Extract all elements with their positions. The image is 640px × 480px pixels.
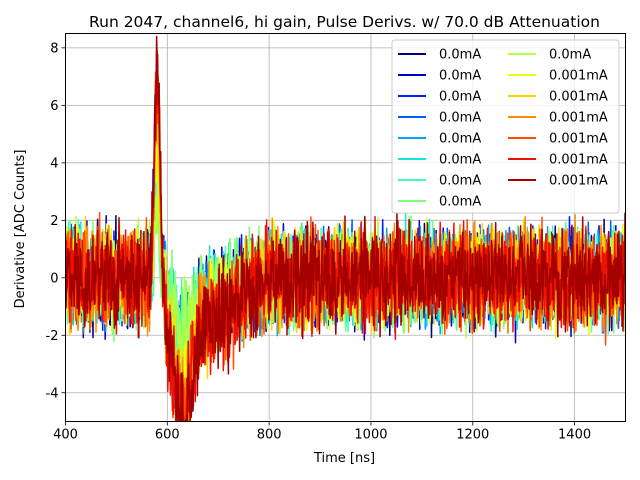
legend-label: 0.001mA bbox=[549, 174, 608, 189]
x-tick-label: 400 bbox=[53, 428, 78, 443]
legend-label: 0.001mA bbox=[549, 69, 608, 84]
legend-label: 0.0mA bbox=[439, 111, 481, 126]
x-tick-label: 1000 bbox=[354, 428, 387, 443]
legend-label: 0.0mA bbox=[439, 174, 481, 189]
chart-title: Run 2047, channel6, hi gain, Pulse Deriv… bbox=[89, 13, 600, 31]
legend: 0.0mA 0.0mA 0.0mA 0.0mA 0.0mA 0.0mA 0.0mA 0.0mA… bbox=[391, 39, 620, 214]
plot-frame bbox=[65, 33, 626, 422]
series-line bbox=[65, 35, 626, 422]
x-tick-label: 1400 bbox=[558, 428, 591, 443]
y-tick-label: 8 bbox=[50, 41, 58, 56]
x-axis: 400 600 800 1000 1200 1400 bbox=[53, 421, 591, 443]
series-group bbox=[65, 35, 626, 422]
x-tick-label: 800 bbox=[257, 428, 282, 443]
y-tick-label: 6 bbox=[50, 99, 58, 114]
legend-label: 0.001mA bbox=[549, 132, 608, 147]
legend-label: 0.001mA bbox=[549, 90, 608, 105]
x-tick-label: 600 bbox=[155, 428, 180, 443]
legend-label: 0.001mA bbox=[549, 111, 608, 126]
legend-label: 0.0mA bbox=[549, 48, 591, 63]
y-tick-label: 2 bbox=[50, 214, 58, 229]
y-tick-label: 0 bbox=[50, 271, 58, 286]
legend-label: 0.0mA bbox=[439, 153, 481, 168]
legend-label: 0.0mA bbox=[439, 69, 481, 84]
y-axis-title: Derivative [ADC Counts] bbox=[13, 150, 28, 309]
y-tick-label: -2 bbox=[46, 329, 59, 344]
legend-label: 0.0mA bbox=[439, 48, 481, 63]
legend-label: 0.0mA bbox=[439, 132, 481, 147]
y-axis: -4 -2 0 2 4 6 8 bbox=[46, 41, 66, 401]
y-tick-label: 4 bbox=[50, 156, 58, 171]
y-tick-label: -4 bbox=[46, 386, 59, 401]
x-axis-title: Time [ns] bbox=[313, 451, 375, 466]
legend-label: 0.001mA bbox=[549, 153, 608, 168]
legend-box bbox=[391, 39, 620, 214]
legend-label: 0.0mA bbox=[439, 195, 481, 210]
legend-label: 0.0mA bbox=[439, 90, 481, 105]
x-tick-label: 1200 bbox=[456, 428, 489, 443]
